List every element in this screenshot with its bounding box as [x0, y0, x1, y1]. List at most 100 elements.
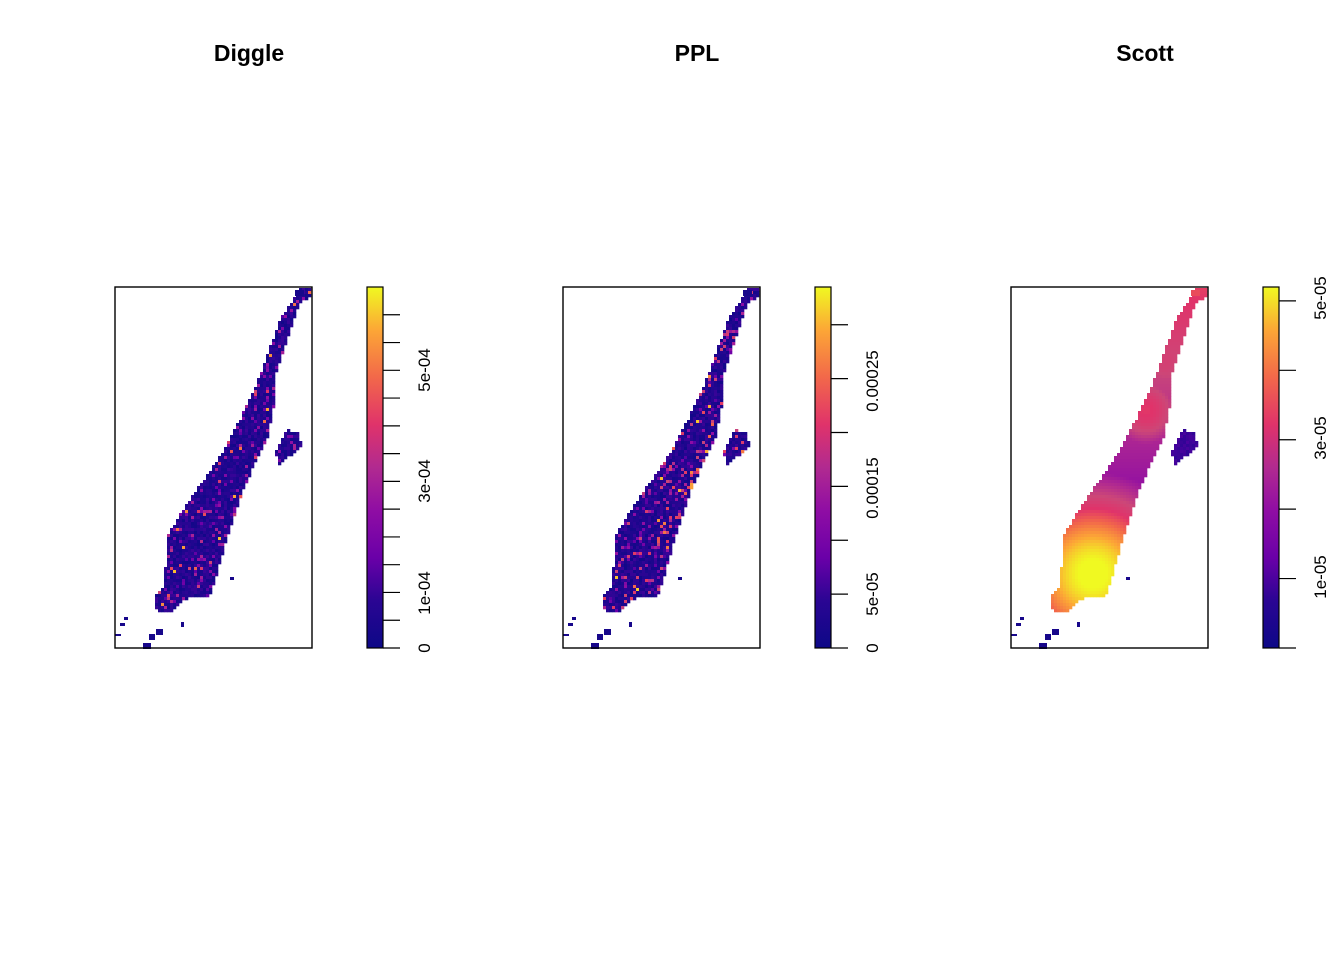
heatmap-cell: [221, 456, 225, 460]
heatmap-cell: [1159, 411, 1163, 415]
heatmap-cell: [1072, 540, 1076, 544]
heatmap-cell: [295, 290, 304, 296]
heatmap-cell: [699, 435, 703, 439]
heatmap-cell: [1120, 531, 1124, 535]
heatmap-cell: [215, 480, 219, 484]
heatmap-cell: [708, 420, 712, 424]
heatmap-cell: [738, 444, 742, 448]
heatmap-cell: [654, 582, 658, 586]
heatmap-cell: [173, 594, 177, 598]
heatmap-cell: [1120, 474, 1124, 478]
heatmap-cell: [191, 507, 195, 511]
heatmap-cell: [308, 291, 312, 295]
heatmap-cell: [1060, 606, 1064, 610]
heatmap-cell: [1084, 531, 1088, 535]
heatmap-cell: [194, 534, 198, 538]
heatmap-cell: [1093, 534, 1097, 538]
heatmap-cell: [1111, 483, 1115, 487]
heatmap-cell: [254, 399, 258, 403]
heatmap-cell: [239, 429, 243, 433]
heatmap-cell: [251, 456, 255, 460]
heatmap-cell: [176, 540, 180, 544]
heatmap-cell: [188, 576, 192, 580]
heatmap-cell: [281, 351, 285, 355]
heatmap-cell: [726, 348, 730, 352]
heatmap-cell: [735, 444, 739, 448]
heatmap-cell: [672, 459, 676, 463]
heatmap-cell: [1144, 459, 1148, 463]
heatmap-cell: [726, 324, 730, 328]
heatmap-cell: [717, 408, 721, 412]
heatmap-cell: [1087, 540, 1091, 544]
heatmap-cell: [1141, 429, 1145, 433]
heatmap-cell: [257, 399, 261, 403]
heatmap-cell: [1144, 405, 1148, 409]
heatmap-cell: [630, 561, 634, 565]
heatmap-cell: [1126, 483, 1130, 487]
heatmap-cell: [236, 492, 240, 496]
heatmap-cell: [1078, 579, 1082, 583]
heatmap-cell: [1168, 390, 1172, 394]
heatmap-cell: [1081, 522, 1085, 526]
heatmap-cell: [284, 432, 288, 436]
heatmap-cell: [744, 432, 748, 436]
heatmap-cell: [203, 486, 207, 490]
heatmap-cell: [209, 495, 213, 499]
heatmap-cell: [1108, 549, 1112, 553]
heatmap-cell: [224, 504, 228, 508]
heatmap-cell: [708, 402, 712, 406]
heatmap-cell: [296, 303, 300, 307]
heatmap-cell: [729, 345, 733, 349]
heatmap-cell: [1129, 513, 1133, 517]
heatmap-cell: [179, 558, 183, 562]
heatmap-cell: [1084, 510, 1088, 514]
heatmap-cell: [1132, 426, 1136, 430]
heatmap-cell: [678, 489, 682, 493]
heatmap-cell: [182, 561, 186, 565]
heatmap-cell: [678, 577, 682, 580]
heatmap-cell: [1090, 582, 1094, 586]
heatmap-cell: [660, 537, 664, 541]
heatmap-cell: [218, 465, 222, 469]
heatmap-cell: [1147, 456, 1151, 460]
heatmap-cell: [1081, 513, 1085, 517]
heatmap-cell: [711, 366, 715, 370]
heatmap-cell: [1087, 507, 1091, 511]
heatmap-cell: [221, 477, 225, 481]
heatmap-cell: [230, 447, 234, 451]
heatmap-cell: [281, 315, 285, 319]
heatmap-cell: [705, 429, 709, 433]
heatmap-cell: [1099, 519, 1103, 523]
heatmap-cell: [209, 579, 213, 583]
heatmap-cell: [669, 471, 673, 475]
heatmap-cell: [1078, 594, 1082, 598]
heatmap-cell: [191, 540, 195, 544]
heatmap-cell: [699, 420, 703, 424]
heatmap-cell: [666, 558, 670, 562]
heatmap-cell: [1072, 576, 1076, 580]
heatmap-cell: [630, 528, 634, 532]
heatmap-cell: [164, 573, 168, 577]
heatmap-cell: [612, 606, 616, 610]
heatmap-cell: [1177, 327, 1181, 331]
heatmap-cell: [1132, 489, 1136, 493]
panel-title: Diggle: [214, 40, 284, 66]
heatmap-cell: [717, 360, 721, 364]
heatmap-cell: [678, 480, 682, 484]
heatmap-cell: [1162, 369, 1166, 373]
heatmap-cell: [1162, 375, 1166, 379]
heatmap-cell: [200, 486, 204, 490]
heatmap-cell: [699, 405, 703, 409]
heatmap-cell: [1162, 360, 1166, 364]
heatmap-cell: [1189, 315, 1193, 319]
heatmap-cell: [206, 546, 210, 550]
heatmap-cell: [690, 414, 694, 418]
heatmap-cell: [1084, 582, 1088, 586]
heatmap-cell: [657, 486, 661, 490]
heatmap-cell: [1102, 570, 1106, 574]
heatmap-cell: [1150, 405, 1154, 409]
heatmap-cell: [194, 588, 198, 592]
heatmap-cell: [224, 471, 228, 475]
heatmap-cell: [572, 617, 576, 620]
heatmap-cell: [260, 393, 264, 397]
